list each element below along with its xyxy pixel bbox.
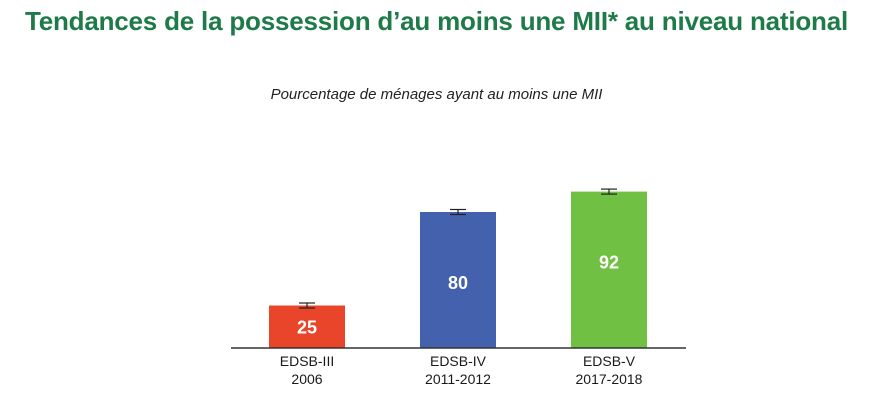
value-label-1: 25: [297, 318, 317, 338]
category-label-2-line1: EDSB-IV: [430, 353, 487, 369]
category-label-3-line1: EDSB-V: [583, 353, 636, 369]
error-bar-3: [601, 188, 617, 195]
category-label-2-line2: 2011-2012: [425, 371, 491, 387]
labels-layer: 25 EDSB-III 2006 80 EDSB-IV 2011-2012 92 EDSB-V…: [280, 253, 643, 387]
bar-2: [420, 212, 496, 348]
error-bar-2: [450, 208, 466, 216]
category-label-3-line2: 2017-2018: [576, 371, 643, 387]
value-label-3: 92: [599, 253, 619, 273]
bars-layer: [269, 188, 647, 348]
category-label-1-line1: EDSB-III: [280, 353, 334, 369]
error-bar-1: [299, 302, 315, 309]
category-label-1-line2: 2006: [291, 371, 322, 387]
chart-subtitle: Pourcentage de ménages ayant au moins un…: [270, 86, 603, 103]
bar-3: [571, 191, 647, 348]
value-label-2: 80: [448, 273, 468, 293]
chart-title: Tendances de la possession d’au moins un…: [24, 6, 849, 36]
bar-1: [269, 305, 345, 348]
